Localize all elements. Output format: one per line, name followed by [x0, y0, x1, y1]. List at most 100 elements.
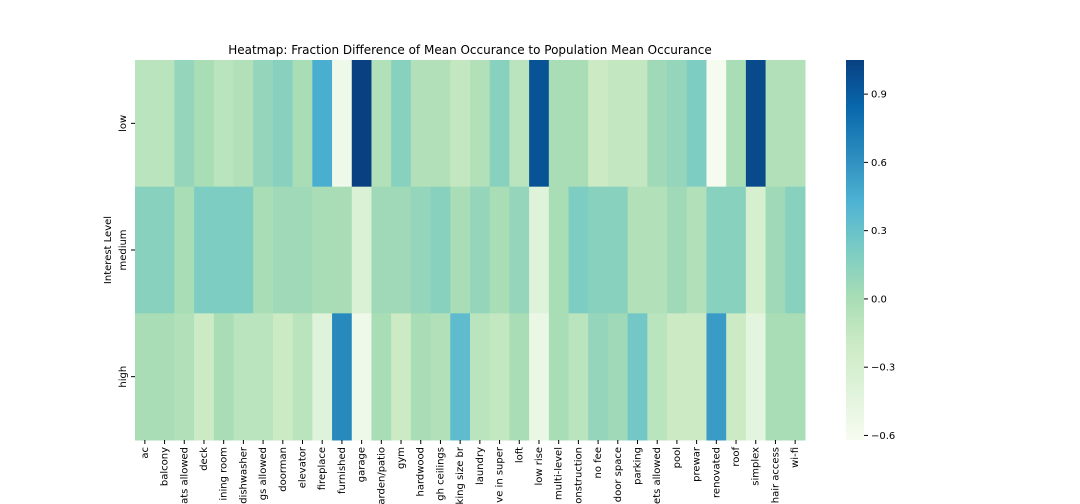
x-tick-label: roof: [731, 447, 742, 467]
heatmap-cell: [213, 60, 235, 188]
heatmap-cell: [312, 313, 333, 441]
heatmap-cell: [174, 60, 195, 188]
x-tick-label: prewar: [692, 446, 703, 482]
x-tick-label: king size br: [455, 446, 466, 504]
heatmap-cell: [726, 313, 747, 441]
heatmap-cell: [667, 313, 688, 441]
heatmap-cell: [686, 313, 707, 441]
x-tick-label: no fee: [593, 447, 604, 478]
heatmap-cell: [391, 313, 412, 441]
heatmap-cell: [470, 313, 491, 441]
x-tick-label: gh ceilings: [435, 447, 446, 501]
heatmap-cell: [213, 186, 235, 314]
x-tick-label: hardwood: [416, 447, 427, 497]
x-tick-label: ac: [140, 447, 151, 459]
y-tick-label: medium: [118, 229, 129, 270]
heatmap-cell: [785, 186, 806, 314]
heatmap-cell: [154, 186, 175, 314]
x-tick-label: simplex: [751, 447, 762, 486]
heatmap-cell: [647, 186, 668, 314]
heatmap-cell: [765, 60, 786, 188]
x-tick-label: ining room: [219, 447, 230, 501]
heatmap-cell: [194, 186, 215, 314]
x-tick-label: elevator: [298, 446, 309, 488]
heatmap-cell: [470, 60, 491, 188]
heatmap-cell: [410, 186, 432, 314]
heatmap-cell: [745, 313, 767, 441]
heatmap-cell: [391, 60, 412, 188]
heatmap-cell: [430, 60, 451, 188]
y-axis-label: Interest Level: [103, 216, 114, 284]
heatmap-cell: [489, 60, 510, 188]
x-tick-label: arden/patio: [376, 447, 387, 504]
x-tick-label: ets allowed: [652, 447, 663, 504]
heatmap-cell: [135, 186, 156, 314]
x-tick-label: laundry: [475, 447, 486, 485]
colorbar-tick-label: 0.6: [871, 158, 887, 169]
heatmap-cell: [588, 313, 609, 441]
colorbar: [846, 60, 864, 440]
x-tick-label: garage: [357, 447, 368, 482]
heatmap-cell: [292, 313, 313, 441]
heatmap-cell: [765, 313, 786, 441]
heatmap-cell: [213, 313, 235, 441]
y-tick-label: low: [118, 115, 129, 132]
heatmap-cell: [351, 60, 372, 188]
heatmap-cell: [627, 313, 648, 441]
heatmap-cell: [253, 60, 274, 188]
colorbar-tick-label: 0.3: [871, 226, 887, 237]
heatmap-cell: [135, 313, 156, 441]
heatmap-cell: [667, 60, 688, 188]
heatmap-cell: [312, 60, 333, 188]
x-tick-label: parking: [633, 447, 644, 485]
x-tick-label: renovated: [711, 447, 722, 498]
x-tick-label: doorman: [278, 447, 289, 492]
heatmap-cell: [371, 313, 392, 441]
heatmap-cell: [154, 313, 175, 441]
heatmap-cell: [450, 186, 471, 314]
heatmap-cell: [686, 60, 707, 188]
heatmap-cell: [292, 186, 313, 314]
heatmap-cell: [135, 60, 156, 188]
heatmap-cell: [233, 60, 254, 188]
heatmap-cell: [667, 186, 688, 314]
heatmap-cell: [607, 186, 629, 314]
heatmap-cell: [706, 313, 727, 441]
chart-title: Heatmap: Fraction Difference of Mean Occ…: [228, 43, 712, 57]
heatmap-cell: [292, 60, 313, 188]
heatmap-cell: [568, 313, 589, 441]
heatmap-cell: [272, 313, 294, 441]
heatmap-cell: [627, 60, 648, 188]
heatmap-cell: [785, 313, 806, 441]
heatmap-cell: [410, 60, 432, 188]
x-tick-label: door space: [613, 447, 624, 502]
heatmap-cell: [351, 186, 372, 314]
heatmap-cell: [627, 186, 648, 314]
heatmap-cell: [332, 313, 353, 441]
x-tick-label: gs allowed: [258, 447, 269, 500]
heatmap-cell: [509, 313, 530, 441]
heatmap-cell: [371, 60, 392, 188]
heatmap-cell: [194, 60, 215, 188]
x-tick-label: dishwasher: [238, 446, 249, 504]
x-tick-label: ats allowed: [179, 447, 190, 504]
x-tick-label: balcony: [160, 447, 171, 486]
colorbar-tick-label: 0.9: [871, 90, 887, 101]
heatmap-cell: [647, 60, 668, 188]
heatmap-cell: [450, 313, 471, 441]
heatmap-cell: [529, 186, 550, 314]
x-tick-label: multi-level: [554, 447, 565, 500]
heatmap-cell: [548, 313, 570, 441]
heatmap-cell: [529, 313, 550, 441]
colorbar-tick-label: 0.0: [871, 294, 887, 305]
heatmap-cell: [371, 186, 392, 314]
heatmap-cell: [607, 60, 629, 188]
heatmap-cell: [332, 60, 353, 188]
heatmap-cell: [509, 186, 530, 314]
heatmap-cell: [272, 186, 294, 314]
x-tick-label: loft: [514, 447, 525, 463]
heatmap-cell: [726, 60, 747, 188]
heatmap-cell: [391, 186, 412, 314]
x-tick-label: hair access: [770, 447, 781, 503]
